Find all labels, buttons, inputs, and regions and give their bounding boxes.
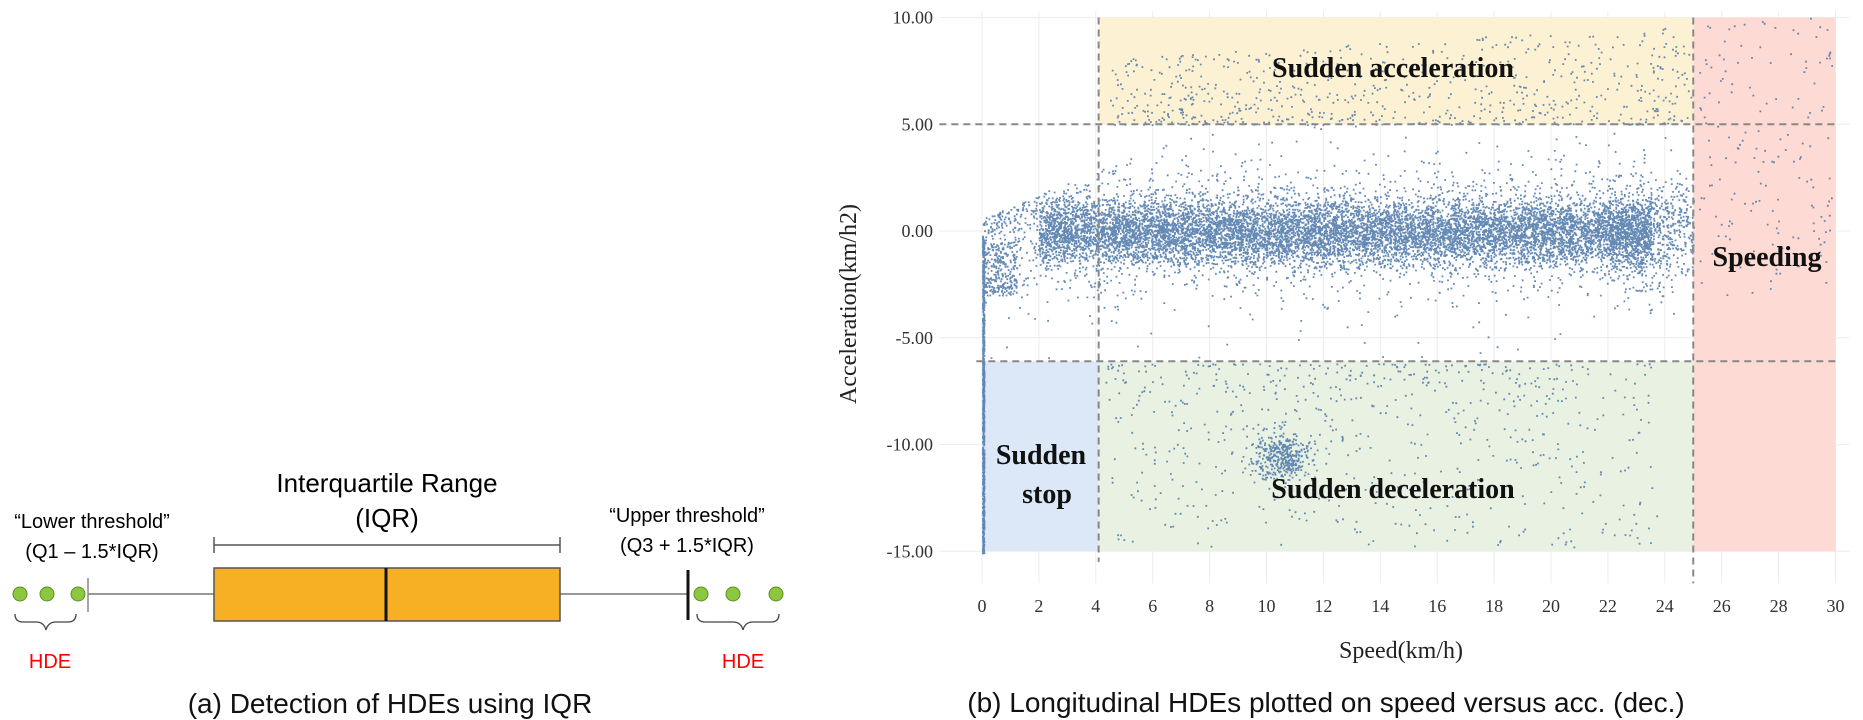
x-tick-label: 24 bbox=[1656, 596, 1674, 616]
sudden-acceleration-label: Sudden acceleration bbox=[1272, 53, 1514, 84]
outlier-point bbox=[12, 586, 28, 602]
sudden-stop-region bbox=[982, 361, 1099, 552]
upper-threshold-formula: (Q3 + 1.5*IQR) bbox=[620, 535, 754, 557]
outlier-point bbox=[725, 586, 741, 602]
hde-label-left: HDE bbox=[29, 651, 71, 673]
y-tick-label: -10.00 bbox=[887, 435, 934, 455]
outlier-point bbox=[39, 586, 55, 602]
x-tick-label: 16 bbox=[1428, 596, 1446, 616]
x-tick-label: 8 bbox=[1205, 596, 1214, 616]
y-axis-label: Acceleration(km/h2) bbox=[836, 204, 862, 404]
x-tick-label: 10 bbox=[1258, 596, 1276, 616]
sudden-stop-label-line1: Sudden bbox=[996, 440, 1087, 471]
x-tick-label: 12 bbox=[1314, 596, 1332, 616]
x-tick-label: 18 bbox=[1485, 596, 1503, 616]
outlier-point bbox=[70, 586, 86, 602]
x-tick-label: 2 bbox=[1034, 596, 1043, 616]
x-tick-label: 26 bbox=[1713, 596, 1731, 616]
iqr-bracket bbox=[213, 537, 561, 553]
x-tick-label: 20 bbox=[1542, 596, 1560, 616]
x-tick-label: 14 bbox=[1371, 596, 1389, 616]
iqr-title-line2: (IQR) bbox=[355, 503, 419, 533]
y-tick-labels: 10.00 5.00 0.00 -5.00 -10.00 -15.00 bbox=[887, 8, 934, 562]
outlier-point bbox=[693, 586, 709, 602]
x-tick-label: 28 bbox=[1770, 596, 1788, 616]
x-tick-label: 22 bbox=[1599, 596, 1617, 616]
lower-threshold-formula: (Q1 – 1.5*IQR) bbox=[25, 541, 158, 563]
caption-b: (b) Longitudinal HDEs plotted on speed v… bbox=[967, 687, 1685, 718]
sudden-stop-label-line2: stop bbox=[1022, 479, 1072, 510]
iqr-title-line1: Interquartile Range bbox=[276, 468, 497, 498]
caption-a: (a) Detection of HDEs using IQR bbox=[188, 688, 593, 719]
x-tick-label: 6 bbox=[1148, 596, 1157, 616]
sudden-acceleration-region bbox=[1098, 17, 1694, 125]
x-tick-label: 30 bbox=[1827, 596, 1845, 616]
y-tick-label: 10.00 bbox=[893, 8, 934, 28]
threshold-lines bbox=[939, 17, 1836, 584]
region-labels: Sudden acceleration Sudden stop Sudden dece… bbox=[996, 53, 1822, 510]
upper-threshold-label: “Upper threshold” bbox=[609, 505, 765, 527]
upper-hde-brace bbox=[696, 613, 780, 631]
x-tick-labels: 0 2 4 6 8 10 12 14 16 18 20 22 24 26 28 30 bbox=[978, 596, 1845, 616]
y-tick-label: -5.00 bbox=[896, 328, 934, 348]
x-tick-label: 0 bbox=[978, 596, 987, 616]
lower-hde-brace bbox=[14, 613, 77, 631]
outlier-points bbox=[12, 586, 784, 602]
panel-b-scatter: 10.005.000.00-5.00-10.00-15.00 0 2 4 6 8 10 12… bbox=[836, 8, 1850, 718]
y-tick-label: 5.00 bbox=[902, 114, 934, 134]
lower-threshold-label: “Lower threshold” bbox=[14, 511, 170, 533]
x-axis-label: Speed(km/h) bbox=[1339, 638, 1463, 664]
hde-regions bbox=[982, 17, 1836, 552]
x-tick-label: 4 bbox=[1091, 596, 1100, 616]
y-tick-label: 0.00 bbox=[902, 221, 934, 241]
y-tick-label: -15.00 bbox=[887, 541, 934, 561]
outlier-point bbox=[768, 586, 784, 602]
hde-label-right: HDE bbox=[722, 651, 764, 673]
sudden-deceleration-label: Sudden deceleration bbox=[1271, 474, 1515, 505]
panel-a-boxplot: Interquartile Range (IQR) “Lower thresho… bbox=[12, 468, 784, 719]
speeding-region bbox=[1693, 17, 1836, 552]
speeding-label: Speeding bbox=[1713, 242, 1822, 273]
